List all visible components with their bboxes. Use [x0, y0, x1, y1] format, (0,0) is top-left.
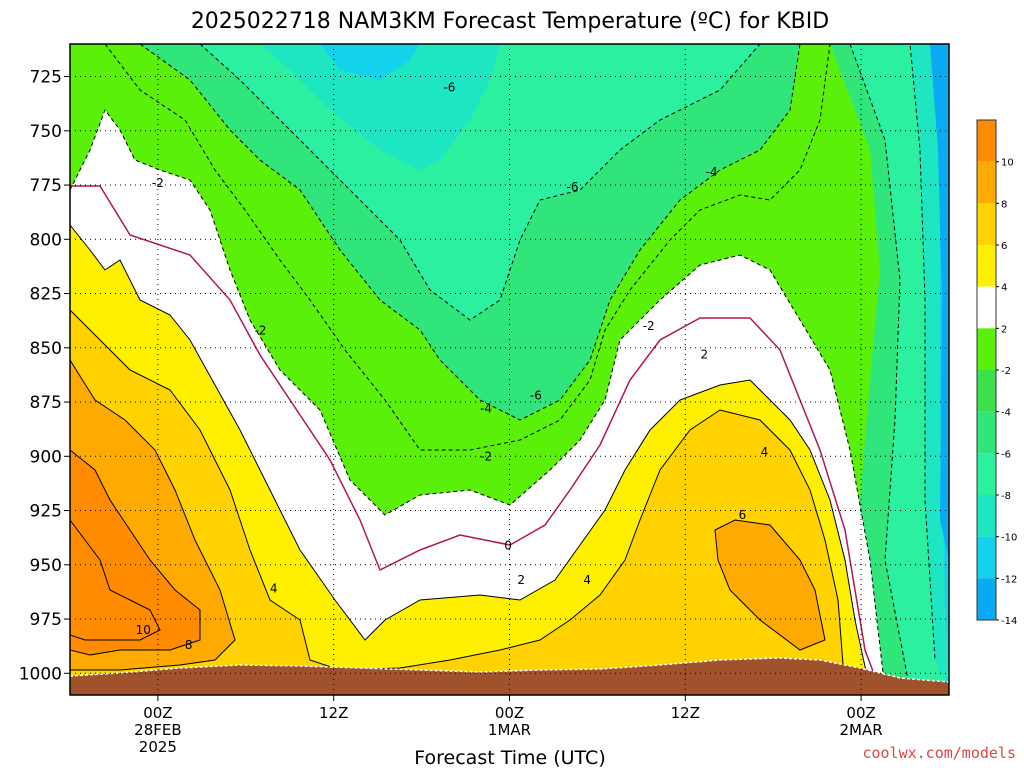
colorbar-swatch	[977, 120, 996, 162]
grid	[70, 44, 949, 695]
y-tick-label: 825	[30, 285, 62, 305]
y-tick-label: 975	[30, 610, 62, 630]
y-tick-label: 775	[30, 176, 62, 196]
colorbar-swatch	[977, 411, 996, 454]
colorbar-label: -2	[1001, 366, 1011, 377]
x-tick-label: 28FEB	[134, 721, 181, 739]
y-tick-label: 925	[30, 502, 62, 522]
contour-label: -4	[480, 402, 492, 416]
contour-label: 2	[517, 573, 525, 587]
x-tick-label: 2025	[139, 738, 177, 756]
terrain-edge	[70, 657, 949, 683]
y-tick-label: 725	[30, 68, 62, 88]
colorbar-label: -4	[1001, 408, 1011, 419]
contour-plus4	[70, 309, 846, 691]
contour-label: -4	[706, 165, 718, 179]
band-cold-east-3	[870, 44, 949, 690]
contour-label: -2	[643, 319, 655, 333]
y-axis-ticks: 725 750 775 800 825 850 875 900 925 950 975 1000	[19, 68, 70, 684]
contour-label: -6	[443, 80, 455, 94]
terrain	[70, 658, 949, 695]
band-cold-east-2	[780, 44, 949, 690]
contour-label: 4	[761, 445, 769, 459]
contour-minus2	[70, 108, 886, 691]
colorbar-swatch	[977, 161, 996, 204]
colorbar-label: -14	[1001, 616, 1017, 627]
contour-label: -2	[254, 323, 266, 337]
contour-label: -2	[480, 449, 492, 463]
colorbar-label: 4	[1001, 283, 1007, 294]
y-tick-label: 850	[30, 339, 62, 359]
colorbar-swatch	[977, 203, 996, 245]
y-tick-label: 950	[30, 556, 62, 576]
band-plus4	[70, 310, 845, 690]
colorbar-label: 6	[1001, 241, 1007, 252]
contour-label: 4	[270, 582, 278, 596]
credit-text: coolwx.com/models	[862, 744, 1016, 762]
colorbar-label: 2	[1001, 324, 1007, 335]
y-tick-label: 800	[30, 230, 62, 250]
x-axis-label: Forecast Time (UTC)	[414, 747, 605, 768]
colorbar-swatch	[977, 286, 996, 329]
contour-label: 6	[739, 508, 747, 522]
x-tick-label: 2MAR	[840, 721, 883, 739]
y-tick-label: 875	[30, 393, 62, 413]
colorbar-label: 8	[1001, 199, 1007, 210]
contour-label: 10	[136, 623, 151, 637]
band-minus10	[260, 44, 500, 170]
band-plus10	[70, 519, 161, 641]
contour-label: 2	[701, 347, 709, 361]
x-tick-label: 00Z	[495, 704, 524, 722]
band-cold-east	[690, 44, 949, 690]
contour-label: 8	[185, 638, 193, 652]
colorbar-swatch	[977, 536, 996, 579]
contour-label: -6	[530, 389, 542, 403]
colorbar-swatch	[977, 453, 996, 495]
colorbar-swatch	[977, 370, 996, 412]
colorbar-label: 10	[1001, 158, 1014, 169]
band-plus6-east	[715, 520, 825, 650]
contour-plus6-east	[714, 519, 826, 651]
contour-label: 4	[583, 573, 591, 587]
contour-lines	[70, 44, 936, 691]
x-tick-label: 00Z	[846, 704, 875, 722]
contour-zero	[70, 185, 881, 691]
chart-title: 2025022718 NAM3KM Forecast Temperature (…	[191, 9, 829, 34]
contour-label: -2	[152, 176, 164, 190]
colorbar-swatch	[977, 328, 996, 370]
contour-plus2	[70, 224, 871, 691]
band-cold-east-5	[930, 44, 949, 560]
colorbar: 10 8 6 4 2 -2 -4 -6 -8 -10 -12 -14	[976, 119, 1017, 627]
x-tick-label: 00Z	[143, 704, 172, 722]
contour-minus6	[139, 44, 801, 421]
colorbar-swatch	[977, 245, 996, 287]
colorbar-label: -6	[1001, 449, 1011, 460]
contour-minus4	[104, 44, 831, 451]
contour-label: 0	[504, 538, 512, 552]
contour-labels: -6 -2 -6 -4 -2 -2 -6 -4 -2 2 4 0 6 4 2 4 10 8	[136, 80, 769, 652]
x-tick-label: 12Z	[319, 704, 348, 722]
band-minus12	[320, 44, 420, 80]
colorbar-label: -8	[1001, 491, 1011, 502]
x-tick-label: 1MAR	[488, 721, 531, 739]
contour-plus6	[70, 359, 236, 671]
colorbar-label: -12	[1001, 574, 1017, 585]
y-tick-label: 1000	[19, 664, 62, 684]
temperature-field	[70, 44, 949, 695]
y-tick-label: 750	[30, 122, 62, 142]
colorbar-swatch	[977, 495, 996, 537]
y-tick-label: 900	[30, 447, 62, 467]
contour-minus8	[199, 44, 761, 321]
contour-plus8	[70, 449, 201, 656]
colorbar-swatch	[977, 578, 996, 620]
x-tick-label: 12Z	[671, 704, 700, 722]
colorbar-label: -10	[1001, 533, 1017, 544]
contour-label: -6	[567, 180, 579, 194]
